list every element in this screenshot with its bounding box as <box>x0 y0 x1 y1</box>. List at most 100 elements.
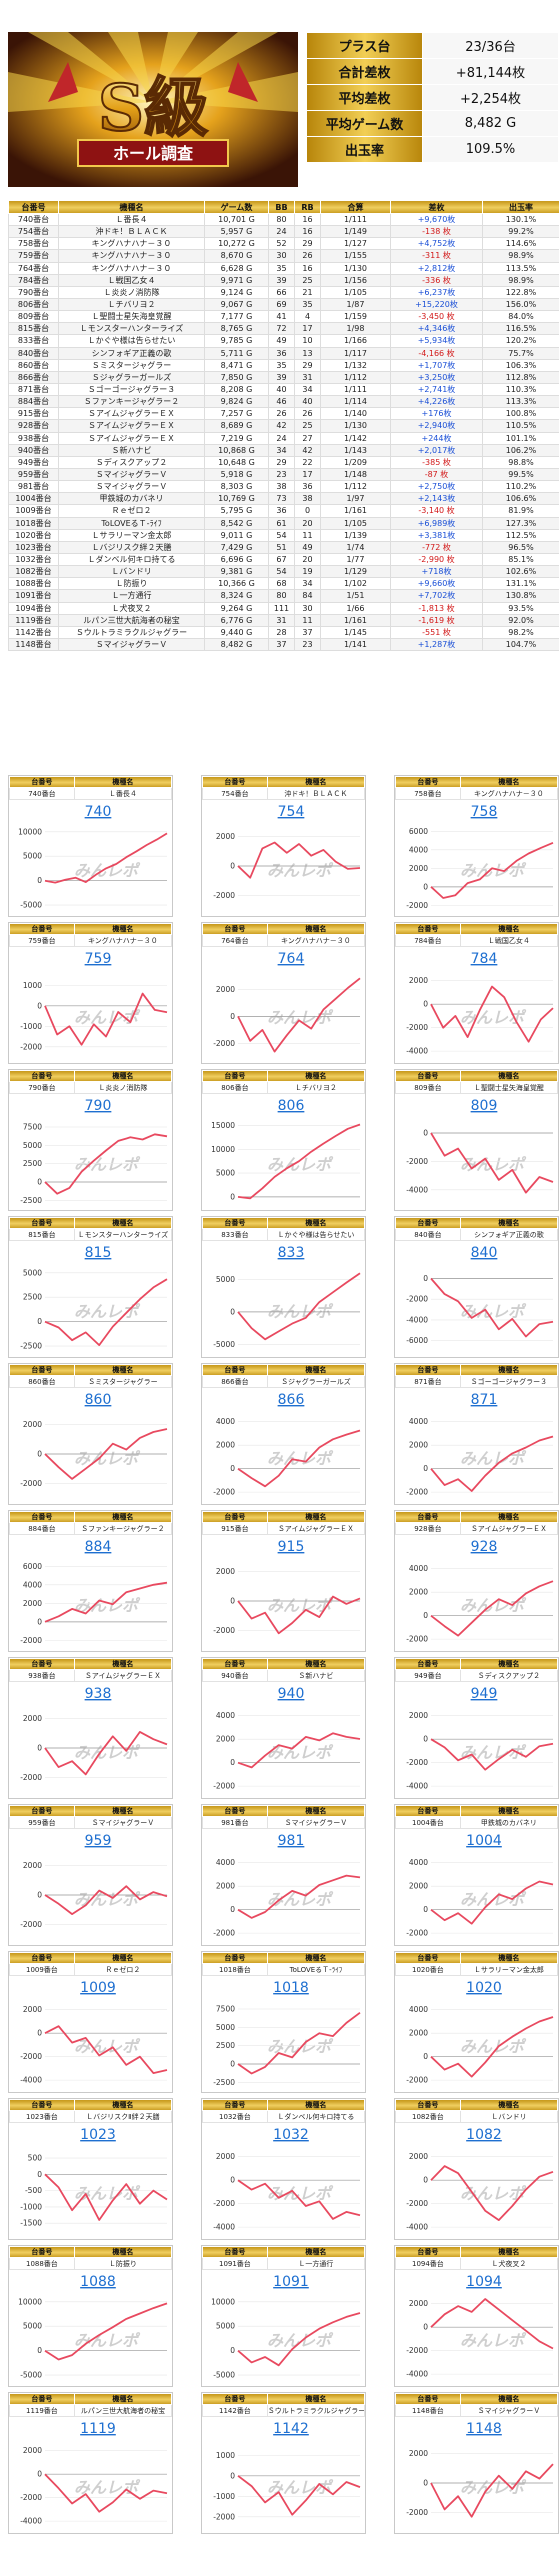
table-cell: Ｌチバリヨ２ <box>58 297 205 312</box>
machine-detail-link[interactable]: 758 <box>471 804 498 820</box>
table-cell: 11 <box>294 528 321 542</box>
y-tick-label: 2000 <box>409 2449 428 2458</box>
machine-detail-link[interactable]: 754 <box>278 804 305 820</box>
card-info-row: 740番台 Ｌ番長４ <box>9 787 173 800</box>
table-cell: 61 <box>268 516 295 530</box>
machine-detail-link[interactable]: 871 <box>471 1392 498 1408</box>
table-row: 981番台 ＳマイジャグラーＶ 8,303 G 38 36 1/112 +2,750枚 110… <box>8 480 559 494</box>
machine-detail-link[interactable]: 815 <box>85 1245 112 1261</box>
card-machine-name: キングハナハナ－３０ <box>459 787 559 800</box>
machine-graph-card: 台番号 機種名 1094番台 Ｌ犬夜叉２ みんレポ 2000 0 -2000 -4000 1094 <box>394 2245 559 2387</box>
card-col-number: 台番号 <box>395 1070 461 1082</box>
y-tick-label: -2000 <box>406 1488 428 1497</box>
column-header: 合算 <box>320 200 391 214</box>
summary-label: 平均差枚 <box>306 84 423 111</box>
machine-detail-link[interactable]: 1119 <box>80 2421 116 2437</box>
machine-detail-link[interactable]: 866 <box>278 1392 305 1408</box>
table-cell: 49 <box>294 540 321 554</box>
y-tick-label: 4000 <box>216 1417 235 1426</box>
machine-detail-link[interactable]: 915 <box>278 1539 305 1555</box>
machine-detail-link[interactable]: 1020 <box>466 1980 502 1996</box>
card-header-row: 台番号 機種名 <box>9 2099 173 2111</box>
card-header-row: 台番号 機種名 <box>9 1805 173 1817</box>
card-header-table: 台番号 機種名 840番台 シンフォギア正義の歌 <box>395 1217 559 1241</box>
table-cell: Ｌダンベル何キロ持てる <box>58 552 205 567</box>
machine-detail-link[interactable]: 1148 <box>466 2421 502 2437</box>
machine-detail-link[interactable]: 928 <box>471 1539 498 1555</box>
machine-detail-link[interactable]: 1082 <box>466 2127 502 2143</box>
slump-line <box>237 2475 361 2516</box>
card-info-row: 815番台 Ｌモンスターハンターライズ <box>9 1228 173 1241</box>
table-cell: Ｌ番長４ <box>58 212 205 227</box>
machine-detail-link[interactable]: 759 <box>85 951 112 967</box>
y-tick-label: 0 <box>37 1178 42 1187</box>
card-col-name: 機種名 <box>73 1511 173 1523</box>
slump-line <box>44 1731 168 1776</box>
card-machine-name: Ｌサラリーマン金太郎 <box>459 1963 559 1976</box>
machine-detail-link[interactable]: 1018 <box>273 1980 309 1996</box>
machine-detail-link[interactable]: 884 <box>85 1539 112 1555</box>
card-col-name: 機種名 <box>266 923 366 935</box>
column-header: ゲーム数 <box>204 200 269 214</box>
machine-detail-link[interactable]: 1091 <box>273 2274 309 2290</box>
table-cell: 26 <box>294 249 321 263</box>
machine-detail-link[interactable]: 1004 <box>466 1833 502 1849</box>
machine-detail-link[interactable]: 840 <box>471 1245 498 1261</box>
table-cell: 34 <box>268 443 295 457</box>
column-header: 台番号 <box>8 200 59 214</box>
y-tick-label: 0 <box>37 1317 42 1326</box>
machine-detail-link[interactable]: 938 <box>85 1686 112 1702</box>
card-machine-number: 759番台 <box>9 934 75 947</box>
machine-detail-link[interactable]: 784 <box>471 951 498 967</box>
card-col-number: 台番号 <box>395 1658 461 1670</box>
card-machine-name: ＳアイムジャグラーＥＸ <box>266 1522 366 1535</box>
machine-detail-link[interactable]: 1032 <box>273 2127 309 2143</box>
table-cell: 8,303 G <box>204 480 269 494</box>
machine-detail-link[interactable]: 1094 <box>466 2274 502 2290</box>
summary-value: 109.5% <box>422 136 559 163</box>
machine-detail-link[interactable]: 959 <box>85 1833 112 1849</box>
table-cell: 866番台 <box>8 370 59 384</box>
table-cell: 72 <box>268 322 295 336</box>
machine-detail-link[interactable]: 1142 <box>273 2421 309 2437</box>
y-tick-label: 0 <box>230 1307 235 1316</box>
machine-detail-link[interactable]: 809 <box>471 1098 498 1114</box>
machine-detail-link[interactable]: 981 <box>278 1833 305 1849</box>
table-cell: 21 <box>294 285 321 299</box>
card-info-row: 1091番台 Ｌ一方通行 <box>202 2257 366 2270</box>
y-tick-label: -2000 <box>406 1295 428 1304</box>
machine-detail-link[interactable]: 1023 <box>80 2127 116 2143</box>
machine-detail-link[interactable]: 940 <box>278 1686 305 1702</box>
machine-graph-card: 台番号 機種名 754番台 沖ドキ！ＢＬＡＣＫ みんレポ 2000 0 -2000 754 <box>201 775 366 917</box>
machine-detail-link[interactable]: 833 <box>278 1245 305 1261</box>
machine-graph-card: 台番号 機種名 1088番台 Ｌ防振り みんレポ 10000 5000 0 -5000 1088 <box>8 2245 173 2387</box>
machine-detail-link[interactable]: 790 <box>85 1098 112 1114</box>
table-cell: Ｒｅゼロ２ <box>58 504 205 518</box>
machine-detail-link[interactable]: 1088 <box>80 2274 116 2290</box>
machine-detail-link[interactable]: 806 <box>278 1098 305 1114</box>
table-row: 959番台 ＳマイジャグラーＶ 5,918 G 23 17 1/148 -87 枚 99.5% <box>8 467 559 482</box>
machine-graph-card: 台番号 機種名 949番台 Ｓディスクアップ２ みんレポ 2000 0 -2000 -4000 9… <box>394 1657 559 1799</box>
table-row: 784番台 Ｌ戦国乙女４ 9,971 G 39 25 1/156 -336 枚 98.9% <box>8 273 559 287</box>
y-tick-label: 2000 <box>409 2029 428 2038</box>
table-cell: Ｓディスクアップ２ <box>58 455 205 469</box>
machine-detail-link[interactable]: 764 <box>278 951 305 967</box>
card-header-row: 台番号 機種名 <box>395 2246 559 2258</box>
machine-detail-link[interactable]: 949 <box>471 1686 498 1702</box>
card-machine-name: Ｌ防振り <box>73 2257 173 2270</box>
machine-detail-link[interactable]: 860 <box>85 1392 112 1408</box>
y-tick-label: 2000 <box>23 1420 42 1429</box>
machine-detail-link[interactable]: 1009 <box>80 1980 116 1996</box>
watermark: みんレポ <box>460 1596 527 1615</box>
slump-line <box>430 2298 554 2350</box>
card-machine-name: Ｓディスクアップ２ <box>459 1669 559 1682</box>
table-cell: 101.1% <box>482 431 559 445</box>
y-tick-label: -2000 <box>406 2346 428 2355</box>
machine-graph-card: 台番号 機種名 759番台 キングハナハナ－３０ みんレポ 1000 0 -1000 -2000… <box>8 922 173 1064</box>
table-cell: 75.7% <box>482 346 559 360</box>
card-machine-number: 940番台 <box>202 1669 268 1682</box>
table-cell: 1/74 <box>320 540 391 554</box>
watermark: みんレポ <box>460 1008 527 1027</box>
machine-detail-link[interactable]: 740 <box>85 804 112 820</box>
card-header-row: 台番号 機種名 <box>9 776 173 788</box>
